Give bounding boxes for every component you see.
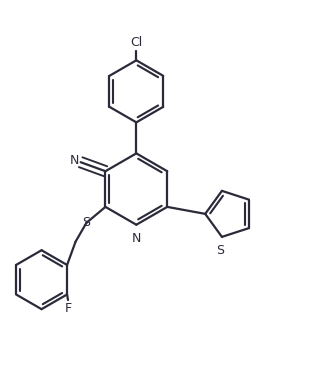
Text: S: S (82, 216, 90, 229)
Text: Cl: Cl (130, 36, 142, 50)
Text: F: F (65, 302, 72, 315)
Text: N: N (70, 154, 80, 166)
Text: N: N (132, 232, 141, 246)
Text: S: S (216, 244, 224, 257)
